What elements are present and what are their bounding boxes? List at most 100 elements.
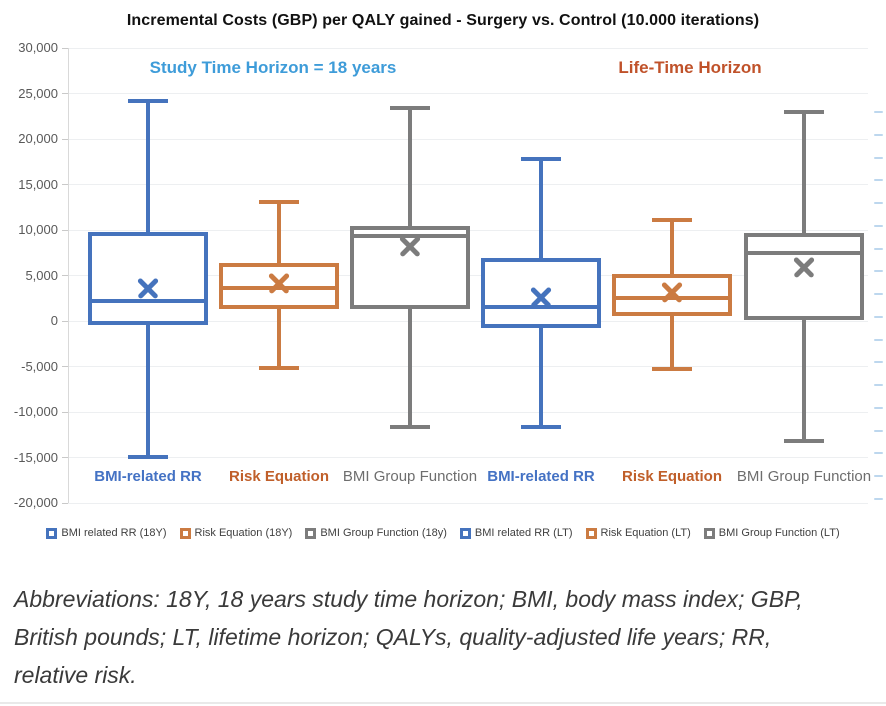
category-label: Risk Equation [621, 468, 722, 486]
gridline [68, 457, 868, 458]
y-axis-tick [62, 411, 68, 413]
category-label: BMI-related RR [94, 468, 202, 486]
y-axis-tick [62, 366, 68, 367]
y-axis-line [68, 48, 69, 503]
legend-label: BMI Group Function (18y) [320, 527, 447, 539]
legend-item: BMI related RR (LT) [459, 527, 573, 539]
right-edge-tick [874, 406, 883, 409]
median-line [746, 250, 862, 255]
figure-caption: Abbreviations: 18Y, 18 years study time … [14, 586, 803, 688]
legend-label: BMI related RR (LT) [474, 527, 573, 539]
y-axis-tick-label: 15,000 [18, 176, 58, 192]
y-axis-tick-label: 10,000 [18, 222, 58, 237]
right-edge-tick [874, 179, 883, 182]
whisker-cap [128, 98, 168, 103]
y-axis-tick-label: -5,000 [21, 358, 58, 374]
right-edge-tick [874, 384, 883, 386]
legend-label: BMI Group Function (LT) [718, 527, 840, 539]
y-axis-tick [62, 320, 68, 322]
right-edge-tick [874, 111, 883, 113]
whisker-cap [521, 424, 561, 429]
whisker-line [539, 326, 543, 427]
right-edge-tick [874, 133, 883, 136]
whisker-cap [390, 424, 430, 429]
legend-swatch-icon [703, 527, 715, 539]
legend-label: BMI related RR (18Y) [61, 527, 167, 539]
gridline [68, 366, 868, 367]
whisker-cap [521, 157, 561, 162]
whisker-line [277, 201, 281, 265]
legend-swatch-icon [305, 527, 317, 539]
whisker-line [802, 318, 806, 442]
whisker-cap [128, 454, 168, 459]
horizon-annotation-18y: Study Time Horizon = 18 years [149, 58, 397, 77]
y-axis-tick-label: -10,000 [13, 404, 58, 419]
whisker-line [277, 307, 281, 369]
y-axis-tick [62, 93, 68, 94]
legend-label: Risk Equation (18Y) [194, 527, 293, 539]
gridline [68, 502, 868, 504]
y-axis-tick-label: -20,000 [13, 495, 58, 510]
y-axis-tick-label: 25,000 [18, 85, 58, 101]
median-line [221, 286, 337, 291]
mean-x-marker [267, 271, 291, 295]
whisker-line [146, 100, 150, 234]
whisker-line [670, 313, 674, 370]
y-axis-tick [62, 138, 68, 140]
right-edge-tick [874, 497, 883, 500]
box-iqr [744, 233, 864, 321]
gridline [68, 93, 868, 94]
mean-x-marker [136, 276, 160, 300]
y-axis-tick-label: 20,000 [18, 131, 58, 146]
gridline [68, 411, 868, 413]
box-iqr [88, 231, 208, 325]
right-edge-tick [874, 247, 883, 250]
plot-area: 30,000 25,000 20,000 15,000 10,000 5,000 0 -5,0… [13, 40, 883, 539]
legend-swatch-icon [459, 527, 471, 539]
right-edge-tick [874, 224, 883, 227]
gridline [68, 320, 868, 322]
whisker-cap [784, 439, 824, 444]
legend-item: BMI Group Function (LT) [703, 527, 840, 539]
y-axis-tick [62, 184, 68, 185]
right-edge-tick [874, 475, 883, 477]
gridline [68, 138, 868, 140]
category-label: BMI Group Function [342, 468, 478, 486]
category-label: BMI-related RR [487, 468, 595, 486]
whisker-line [802, 111, 806, 236]
whisker-cap [652, 217, 692, 222]
right-edge-tick [874, 156, 883, 159]
whisker-line [670, 219, 674, 277]
box-iqr [350, 226, 470, 310]
mean-x-marker [529, 285, 553, 309]
chart-title: Incremental Costs (GBP) per QALY gained … [126, 12, 760, 29]
y-axis-tick [62, 502, 68, 504]
whisker-line [408, 307, 412, 427]
whisker-line [146, 322, 150, 457]
y-axis-tick [62, 275, 68, 276]
category-label: Risk Equation [228, 468, 329, 486]
legend-swatch-icon [46, 527, 58, 539]
median-line [483, 305, 599, 310]
whisker-cap [784, 109, 824, 114]
horizon-annotation-lt: Life-Time Horizon [618, 58, 762, 77]
right-edge-tick [874, 270, 883, 273]
category-label: BMI Group Function [736, 468, 872, 486]
mean-x-marker [660, 280, 684, 304]
y-axis-tick-label: -15,000 [13, 449, 58, 465]
y-axis-tick [62, 457, 68, 458]
right-edge-tick [874, 361, 883, 364]
whisker-cap [390, 106, 430, 111]
whisker-line [408, 108, 412, 229]
median-line [90, 298, 206, 303]
right-edge-tick [874, 293, 883, 295]
legend-item: BMI related RR (18Y) [46, 527, 167, 539]
median-line [614, 296, 730, 301]
whisker-cap [652, 367, 692, 372]
right-edge-tick [874, 338, 883, 341]
legend-item: Risk Equation (LT) [585, 527, 691, 539]
legend-swatch-icon [179, 527, 191, 539]
whisker-cap [259, 199, 299, 204]
legend-label: Risk Equation (LT) [600, 527, 691, 539]
